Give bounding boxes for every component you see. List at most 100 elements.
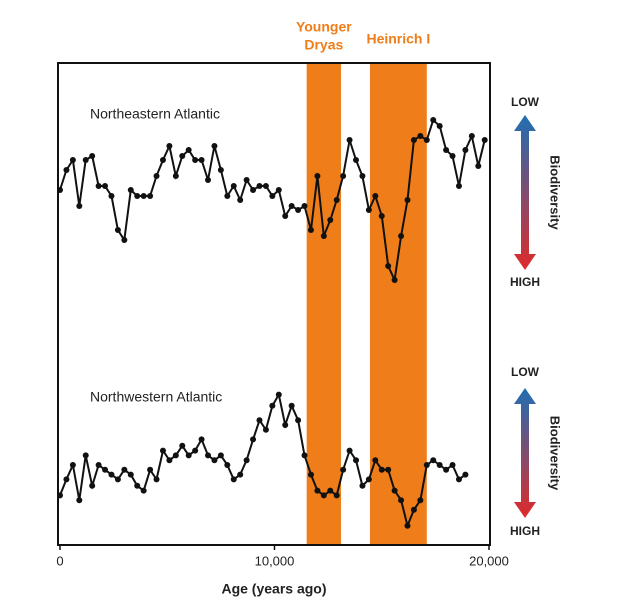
indicator-arrow (514, 388, 536, 518)
data-point (192, 157, 199, 163)
data-point (481, 137, 488, 143)
data-point (63, 167, 70, 173)
data-point (95, 462, 102, 468)
data-point (288, 402, 295, 409)
data-point (121, 466, 128, 473)
data-point (179, 153, 186, 159)
data-point (69, 462, 76, 468)
data-point (166, 143, 173, 149)
data-point (192, 447, 199, 454)
data-point (159, 447, 166, 454)
band-label: Dryas (304, 37, 343, 53)
x-tick-label: 10,000 (255, 553, 295, 568)
data-point (295, 417, 302, 424)
data-point (282, 213, 289, 219)
data-point (217, 452, 224, 459)
data-point (365, 207, 372, 213)
data-point (275, 391, 282, 398)
data-point (398, 497, 405, 504)
indicator-label: Biodiversity (548, 155, 563, 230)
data-point (385, 263, 392, 269)
data-point (353, 157, 360, 163)
data-point (211, 457, 218, 464)
data-point (475, 163, 482, 169)
data-point (172, 452, 179, 459)
data-point (185, 147, 192, 153)
data-point (57, 187, 63, 193)
data-point (320, 233, 327, 239)
data-point (436, 462, 443, 468)
series-label: Northwestern Atlantic (90, 389, 222, 405)
data-point (288, 203, 295, 209)
series-label: Northeastern Atlantic (90, 106, 220, 122)
data-point (449, 462, 456, 468)
data-point (256, 183, 263, 189)
data-point (404, 197, 411, 203)
data-point (436, 123, 443, 129)
indicator-high: HIGH (510, 275, 540, 289)
indicator-low: LOW (511, 365, 540, 379)
data-point (230, 476, 237, 483)
data-point (417, 133, 424, 139)
data-point (391, 277, 398, 283)
data-point (121, 237, 128, 243)
data-point (243, 177, 250, 183)
data-point (340, 466, 347, 473)
indicator-arrow (514, 115, 536, 270)
data-point (378, 466, 385, 473)
data-point (455, 183, 462, 189)
indicator-label: Biodiversity (548, 416, 563, 491)
data-point (378, 213, 385, 219)
data-point (108, 193, 115, 199)
data-point (224, 193, 231, 199)
x-tick-label: 20,000 (469, 553, 509, 568)
data-point (159, 157, 166, 163)
data-point (108, 471, 115, 478)
data-point (301, 203, 308, 209)
data-point (455, 476, 462, 483)
data-point (134, 193, 141, 199)
data-point (256, 417, 263, 424)
data-point (295, 207, 302, 213)
band-label: Heinrich I (366, 31, 430, 47)
data-point (262, 426, 269, 433)
data-point (443, 147, 450, 153)
data-point (327, 217, 334, 223)
data-point (89, 482, 96, 489)
data-point (359, 173, 366, 179)
data-point (320, 492, 327, 499)
data-point (346, 447, 353, 454)
data-point (423, 137, 430, 143)
data-point (205, 177, 212, 183)
indicator-low: LOW (511, 95, 540, 109)
x-axis-label: Age (years ago) (221, 581, 326, 597)
data-point (102, 183, 109, 189)
data-point (127, 187, 134, 193)
data-point (95, 183, 102, 189)
data-point (147, 466, 154, 473)
data-point (217, 167, 224, 173)
data-point (198, 157, 205, 163)
data-point (166, 457, 173, 464)
data-point (114, 227, 121, 233)
data-point (172, 173, 179, 179)
x-tick-label: 0 (56, 553, 63, 568)
data-point (398, 233, 405, 239)
data-point (327, 487, 334, 494)
data-point (346, 137, 353, 143)
data-point (237, 197, 244, 203)
data-point (275, 187, 282, 193)
data-point (417, 497, 424, 504)
series-line (59, 391, 466, 530)
data-point (269, 402, 276, 409)
data-point (443, 466, 450, 473)
data-point (63, 476, 70, 483)
data-point (198, 436, 205, 443)
data-point (153, 476, 160, 483)
data-point (89, 153, 96, 159)
data-point (269, 193, 276, 199)
data-point (243, 457, 250, 464)
data-point (230, 183, 237, 189)
data-point (76, 203, 83, 209)
